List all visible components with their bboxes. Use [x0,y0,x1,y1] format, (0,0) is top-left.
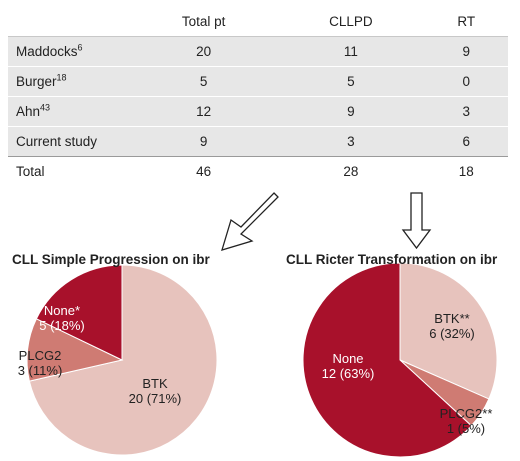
total-label: Total [8,156,130,186]
pie-label-btk: BTK 20 (71%) [129,376,182,406]
arrow-down-shape [401,192,432,250]
table-row: Current study 9 3 6 [8,126,508,157]
pie-chart-progression: BTK 20 (71%) PLCG2 3 (11%) None* 5 (18%) [18,264,218,456]
arrow-left-shape [221,192,279,251]
cell-total: 46 [130,156,278,186]
arrow-to-ricter [401,192,432,250]
cell-cllpd: 3 [277,126,425,157]
pie-slice-none [35,264,123,361]
arrow-to-progression [221,192,279,251]
header-rt: RT [424,7,508,37]
study-name: Current study [8,126,130,157]
header-blank [8,7,130,37]
pie-chart-ricter: BTK** 6 (32%) PLCG2** 1 (5%) None 12 (63%) [302,262,498,458]
chart-title-ricter: CLL Ricter Transformation on ibr [286,252,498,267]
study-ref: 6 [77,42,83,53]
header-total-pt: Total pt [130,7,278,37]
cell-cllpd: 11 [277,36,425,67]
study-name: Ahn43 [8,96,130,127]
cell-rt: 0 [424,66,508,97]
summary-table: Total pt CLLPD RT Maddocks6 20 11 9 Burg… [8,7,508,186]
cell-rt: 18 [424,156,508,186]
cell-rt: 3 [424,96,508,127]
cell-rt: 6 [424,126,508,157]
cell-cllpd: 28 [277,156,425,186]
cell-cllpd: 9 [277,96,425,127]
pie-slice-btk [399,262,498,400]
study-ref: 18 [56,72,67,83]
pie-label-none: None* 5 (18%) [39,303,85,333]
pie-label-plcg2: PLCG2** 1 (5%) [440,406,493,436]
table-header-row: Total pt CLLPD RT [8,7,508,37]
study-ref: 43 [40,102,51,113]
cell-rt: 9 [424,36,508,67]
pie-label-plcg2: PLCG2 3 (11%) [18,348,63,378]
table-row: Maddocks6 20 11 9 [8,36,508,67]
chart-title-progression: CLL Simple Progression on ibr [12,252,210,267]
cell-cllpd: 5 [277,66,425,97]
pie-slice-none [302,262,473,458]
table-total-row: Total 46 28 18 [8,156,508,186]
cell-total: 20 [130,36,278,67]
cell-total: 5 [130,66,278,97]
pie-label-none: None 12 (63%) [322,351,375,381]
pie-label-btk: BTK** 6 (32%) [429,311,475,341]
table-row: Burger18 5 5 0 [8,66,508,97]
study-name: Burger18 [8,66,130,97]
cell-total: 9 [130,126,278,157]
study-name: Maddocks6 [8,36,130,67]
table-row: Ahn43 12 9 3 [8,96,508,127]
pie-slice-btk [28,264,218,456]
cell-total: 12 [130,96,278,127]
